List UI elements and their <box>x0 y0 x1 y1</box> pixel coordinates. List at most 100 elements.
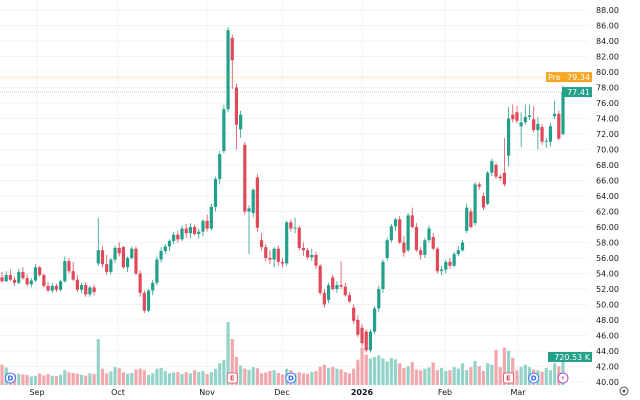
candle-body <box>368 331 373 351</box>
volume-bar <box>469 367 473 385</box>
volume-bar <box>490 364 494 385</box>
event-marker-split[interactable]: ⚡ <box>557 372 569 384</box>
volume-bar <box>414 369 419 385</box>
candle-body <box>553 113 557 117</box>
volume-bar <box>456 368 460 385</box>
price-tick-label: 68.00 <box>596 161 619 170</box>
premarket-tag <box>546 72 592 83</box>
price-tick-label: 76.00 <box>596 99 619 108</box>
volume-bar <box>88 373 92 385</box>
volume-bar <box>230 339 234 385</box>
volume-bar <box>209 372 213 385</box>
candle-body <box>205 220 209 229</box>
dividend-icon <box>285 372 297 384</box>
candle-body <box>285 222 289 264</box>
volume-bar <box>205 374 209 385</box>
volume-bar <box>368 358 373 385</box>
volume-bar <box>481 370 486 385</box>
volume-bar <box>192 370 197 385</box>
candle-body <box>243 144 247 212</box>
candle-body <box>398 219 402 243</box>
candle-body <box>469 211 473 227</box>
volume-bar <box>109 371 113 385</box>
volume-bar <box>105 373 109 385</box>
volume-bar <box>251 367 255 385</box>
event-marker-dividend[interactable]: D <box>285 372 297 384</box>
candle-body <box>448 261 452 266</box>
volume-bar <box>121 372 126 385</box>
candle-body <box>502 172 506 185</box>
candle-body <box>71 271 75 280</box>
volume-bar <box>435 370 440 385</box>
candle-body <box>410 215 414 227</box>
volume-bar <box>423 368 427 385</box>
candle-body <box>180 228 184 240</box>
candle-body <box>352 307 356 321</box>
price-tick-label: 84.00 <box>596 37 619 46</box>
candle-body <box>17 271 21 283</box>
candles <box>0 27 565 353</box>
volume-bar <box>71 372 75 385</box>
candle-body <box>222 109 226 152</box>
candle-body <box>527 115 532 117</box>
event-marker-earnings[interactable]: E <box>226 372 238 384</box>
volume-bar <box>444 370 448 385</box>
candle-body <box>88 287 92 295</box>
price-tick-label: 82.00 <box>596 53 619 62</box>
candle-body <box>498 176 502 179</box>
volume-bar <box>75 373 79 385</box>
candle-body <box>230 37 234 61</box>
price-tick-label: 40.00 <box>596 378 619 387</box>
volume-bar <box>96 339 100 385</box>
volume-bar <box>402 367 406 385</box>
candle-body <box>172 234 176 241</box>
candle-body <box>268 258 272 260</box>
candle-body <box>38 267 42 276</box>
volume-bar <box>268 370 272 385</box>
price-axis[interactable]: 88.00 86.00 84.00 82.00 80.00 78.00 76.00 74.00… <box>596 6 619 387</box>
event-marker-dividend[interactable]: D <box>528 372 540 384</box>
time-axis[interactable]: Sep Oct Nov Dec 2026 Feb Mar <box>29 388 526 397</box>
split-icon <box>557 372 569 384</box>
candle-body <box>515 112 519 121</box>
settings-icon[interactable] <box>619 386 629 396</box>
volume-bar <box>347 373 352 385</box>
grid <box>0 0 588 385</box>
event-markers: D E D E D ⚡ <box>4 372 569 384</box>
volume-bar <box>243 368 247 385</box>
volume-bar <box>406 366 410 385</box>
volume-bar <box>427 367 431 385</box>
volume-bar <box>38 373 42 385</box>
event-marker-dividend[interactable]: D <box>4 372 16 384</box>
price-tick-label: 72.00 <box>596 130 619 139</box>
volume-bar <box>515 370 519 385</box>
volume-bar <box>130 372 134 385</box>
candle-body <box>431 237 435 249</box>
candle-body <box>423 240 427 255</box>
price-tick-label: 50.00 <box>596 301 619 310</box>
candle-body <box>373 308 377 332</box>
candle-body <box>21 271 25 279</box>
price-tick-label: 88.00 <box>596 6 619 15</box>
volume-bar <box>360 347 364 385</box>
volume-bar <box>519 367 523 385</box>
candle-body <box>419 250 423 255</box>
volume-bar <box>272 370 276 385</box>
event-marker-earnings[interactable]: E <box>503 372 514 384</box>
candle-body <box>209 206 213 229</box>
candle-body <box>276 248 280 262</box>
candle-body <box>213 178 218 207</box>
candle-body <box>481 196 486 208</box>
candle-body <box>301 247 306 251</box>
volume-bar <box>197 372 201 385</box>
candle-body <box>272 248 276 260</box>
candle-body <box>297 227 301 248</box>
candle-body <box>109 259 113 272</box>
price-tags: Pre 79.34 77.41 720.53 K <box>546 72 592 362</box>
volume-bar <box>297 372 301 385</box>
volume-bar <box>494 349 498 385</box>
volume-bar <box>92 374 96 385</box>
volume-bar <box>410 362 414 385</box>
volume-bar <box>67 372 71 385</box>
